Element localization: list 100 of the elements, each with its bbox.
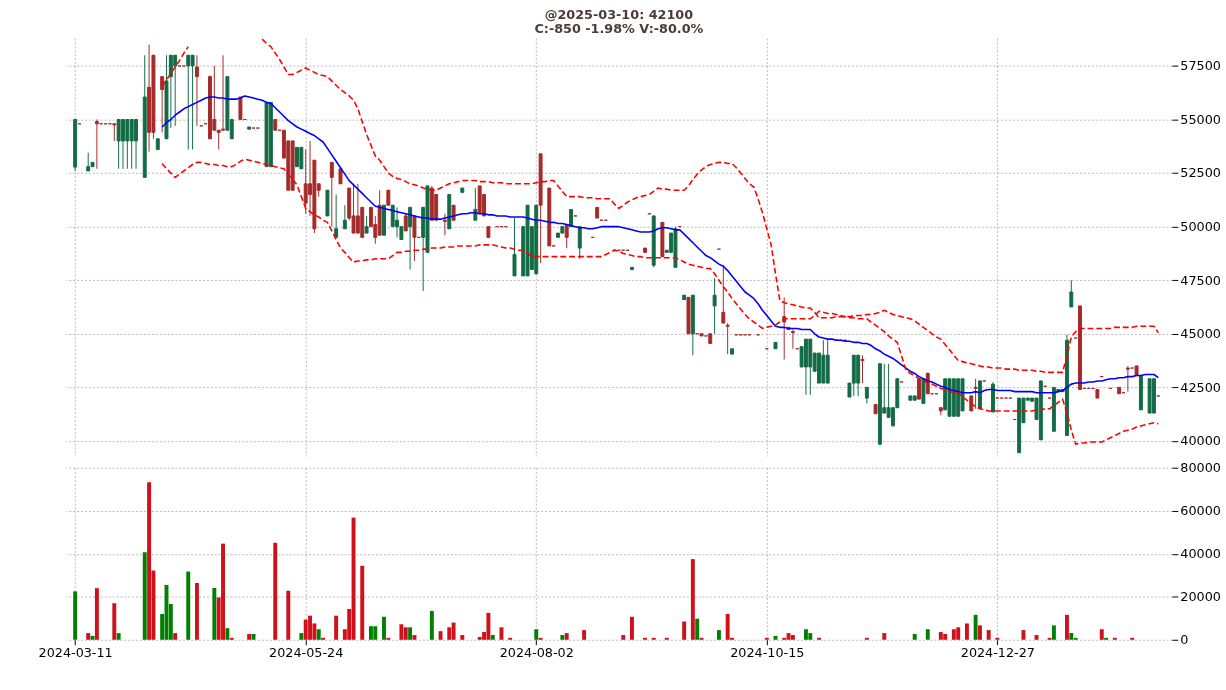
candlestick xyxy=(129,119,134,170)
candlestick xyxy=(342,204,347,230)
bar xyxy=(973,614,978,640)
bar xyxy=(247,633,252,640)
candlestick xyxy=(295,146,299,168)
bar xyxy=(477,636,482,640)
bar xyxy=(977,625,982,640)
bar xyxy=(803,629,808,640)
bar xyxy=(621,635,626,640)
bar xyxy=(964,623,969,640)
y-tick-label: 45000 xyxy=(1180,326,1221,342)
bar xyxy=(629,616,634,640)
candlestick xyxy=(355,183,360,234)
bar xyxy=(142,552,147,640)
y-tick-label: 47500 xyxy=(1180,272,1221,288)
candlestick xyxy=(190,54,195,150)
y-tick-label: 60000 xyxy=(1180,503,1221,519)
bar xyxy=(94,588,99,640)
bar xyxy=(716,630,721,640)
bar xyxy=(225,628,230,640)
y-tick-label: 40000 xyxy=(1180,433,1221,449)
bar xyxy=(194,582,199,640)
bar xyxy=(221,543,226,640)
candlestick xyxy=(408,206,413,270)
bar xyxy=(408,627,413,640)
candlestick xyxy=(860,354,865,384)
y-tick-label: 52500 xyxy=(1180,165,1221,181)
bar xyxy=(582,630,587,640)
bar xyxy=(451,622,456,640)
x-tick-label: 2024-05-24 xyxy=(269,644,344,660)
bar xyxy=(460,635,465,640)
bar xyxy=(438,631,443,640)
candlestick xyxy=(116,119,121,170)
bar xyxy=(490,635,495,640)
candlestick xyxy=(712,277,717,335)
bar xyxy=(690,559,695,640)
bar xyxy=(564,633,569,640)
candlestick xyxy=(186,54,191,150)
bar xyxy=(1069,633,1074,640)
bar xyxy=(368,626,373,640)
bar xyxy=(173,633,178,640)
candlestick xyxy=(412,215,417,262)
bar xyxy=(1021,630,1026,640)
bar xyxy=(112,603,117,640)
bar xyxy=(943,633,948,640)
bar xyxy=(725,613,730,640)
candlestick xyxy=(351,183,356,234)
bar xyxy=(447,627,452,640)
bar xyxy=(147,482,152,640)
bar xyxy=(334,615,339,640)
bar xyxy=(373,626,378,640)
chart-title: @2025-03-10: 42100 xyxy=(544,7,694,23)
candlestick xyxy=(329,161,334,228)
y-tick-label: 55000 xyxy=(1180,111,1221,127)
bar xyxy=(938,632,943,640)
y-tick-label: 0 xyxy=(1180,632,1189,648)
candlestick xyxy=(790,329,795,350)
bar xyxy=(186,571,191,640)
bar xyxy=(382,616,386,640)
bar xyxy=(351,517,356,640)
bar xyxy=(403,627,408,640)
candlestick xyxy=(512,217,517,277)
candlestick xyxy=(125,119,130,170)
bar xyxy=(86,633,91,640)
bar xyxy=(1064,614,1069,640)
y-tick-label: 57500 xyxy=(1180,58,1221,74)
bar xyxy=(956,627,961,640)
candlestick xyxy=(1069,279,1074,308)
y-tick-label: 80000 xyxy=(1180,460,1221,476)
x-tick-label: 2024-10-15 xyxy=(730,644,805,660)
bar xyxy=(412,635,417,640)
bar xyxy=(986,630,991,640)
x-tick-label: 2024-08-02 xyxy=(499,644,574,660)
candlestick xyxy=(160,76,165,133)
candlestick xyxy=(973,378,978,410)
candlestick xyxy=(194,54,199,127)
candlestick xyxy=(134,119,138,170)
bar xyxy=(925,629,930,640)
y-tick-label: 42500 xyxy=(1180,379,1221,395)
bar xyxy=(499,627,504,640)
bar xyxy=(790,635,795,640)
bar xyxy=(303,619,308,640)
candlestick xyxy=(173,54,178,127)
bar xyxy=(286,590,291,640)
bar xyxy=(399,624,404,640)
chart-subtitle: C:-850 -1.98% V:-80.0% xyxy=(534,21,704,37)
candlestick xyxy=(442,213,447,236)
bar xyxy=(308,615,313,640)
y-tick-label: 40000 xyxy=(1180,546,1221,562)
bar xyxy=(560,635,565,640)
bar xyxy=(273,542,278,640)
bar xyxy=(90,635,95,640)
bar xyxy=(1099,629,1104,640)
x-tick-label: 2024-12-27 xyxy=(960,644,1035,660)
bar xyxy=(73,591,78,640)
bar xyxy=(299,633,304,640)
y-tick-label: 50000 xyxy=(1180,219,1221,235)
bar xyxy=(486,612,491,640)
bar xyxy=(808,633,813,640)
line-series xyxy=(161,95,1160,394)
